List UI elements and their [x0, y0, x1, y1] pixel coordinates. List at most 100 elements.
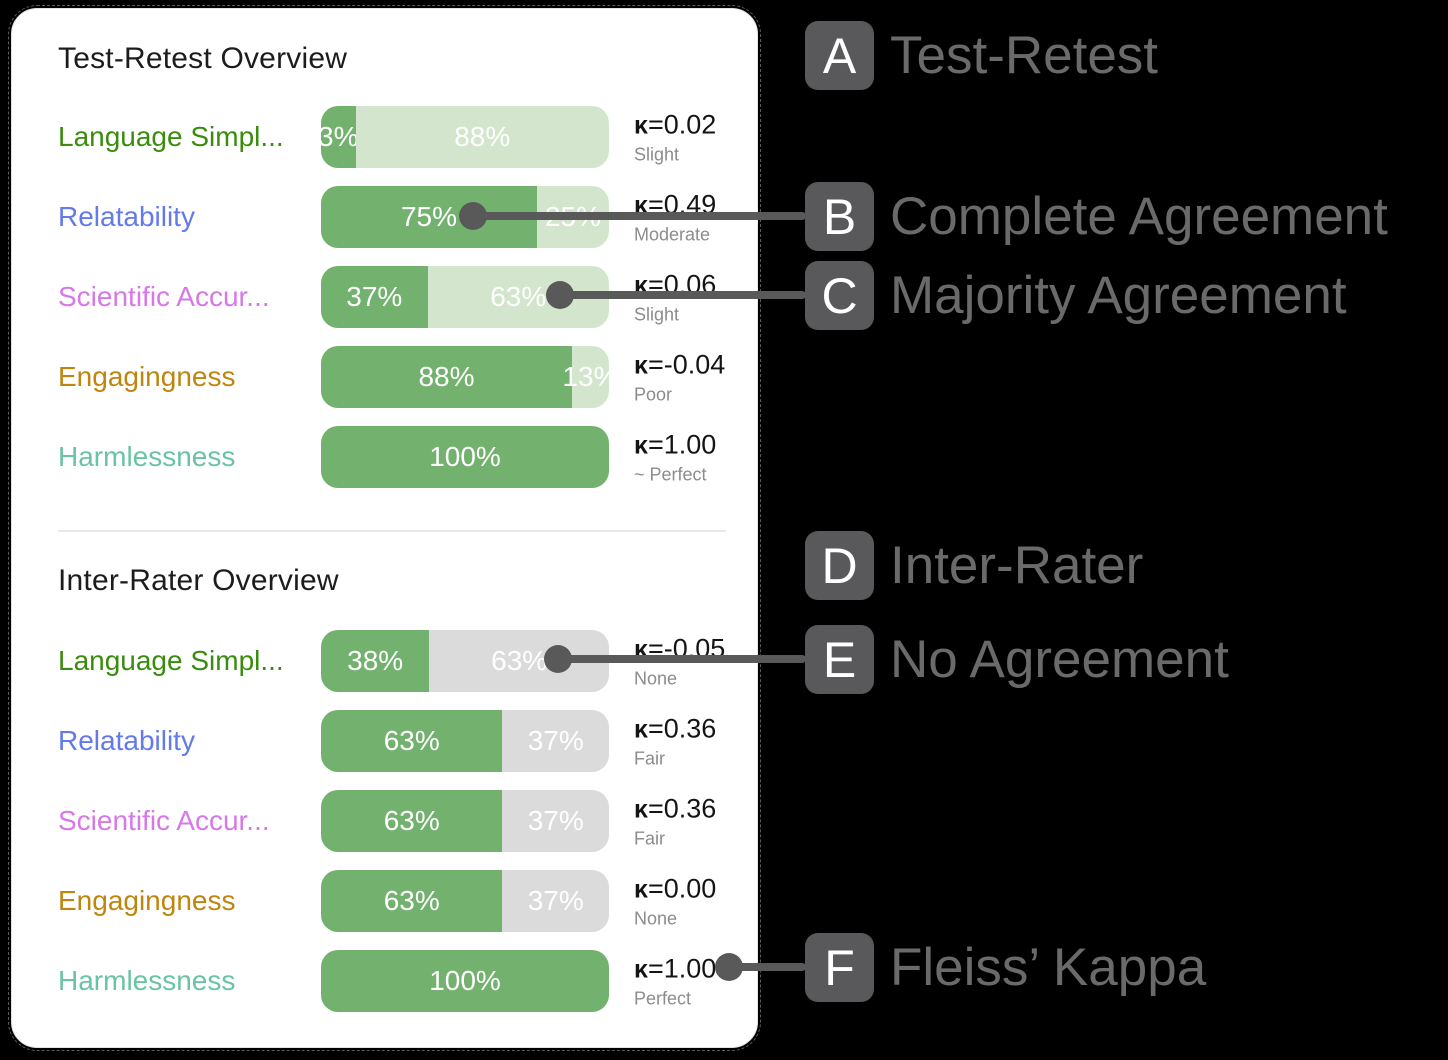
agreement-overview-card: Test-Retest Overview Language Simpl... 3…: [8, 5, 761, 1051]
kappa-stat: κ=1.00 ~ Perfect: [634, 429, 764, 488]
segment-percent: 88%: [418, 361, 475, 392]
bar-segment-none: 37%: [502, 870, 609, 932]
bar-segment-complete: 3%: [321, 106, 359, 168]
agreement-bar: 3% 88%: [321, 106, 609, 168]
agreement-bar: 63% 37%: [321, 790, 609, 852]
section-title-test-retest: Test-Retest Overview: [58, 42, 348, 75]
callout-line-f: [729, 963, 806, 971]
metric-label: Engagingness: [58, 885, 236, 916]
agreement-bar: 88% 13%: [321, 346, 609, 408]
metric-label: Language Simpl...: [58, 645, 284, 676]
segment-percent: 100%: [429, 441, 501, 472]
kappa-symbol: κ: [634, 795, 648, 824]
bar-segment-complete: 100%: [321, 950, 609, 1012]
callout-label-fleiss-kappa: Fleiss’ Kappa: [890, 938, 1207, 997]
metric-label: Relatability: [58, 201, 195, 232]
agreement-bar: 63% 37%: [321, 870, 609, 932]
segment-percent: 37%: [527, 725, 584, 756]
kappa-symbol: κ: [634, 955, 648, 984]
metric-label: Scientific Accur...: [58, 281, 270, 312]
inter-rater-rows: Language Simpl... 38% 63% κ=-0.05 None R…: [12, 621, 757, 1021]
callout-label-inter-rater: Inter-Rater: [890, 536, 1144, 595]
kappa-interpretation: Moderate: [634, 224, 711, 245]
agreement-bar: 100%: [321, 426, 609, 488]
segment-percent: 63%: [383, 725, 440, 756]
segment-percent: 3%: [321, 121, 359, 152]
callout-line-b: [473, 212, 806, 220]
callout-badge-e: E: [805, 625, 874, 694]
metric-row-language-simplicity: Language Simpl... 3% 88% κ=0.02 Slight: [12, 97, 757, 177]
callout-badge-f: F: [805, 933, 874, 1002]
kappa-stat: κ=-0.04 Poor: [634, 349, 764, 408]
bar-segment-complete: 37%: [321, 266, 428, 328]
segment-percent: 13%: [562, 361, 609, 392]
segment-percent: 63%: [490, 281, 547, 312]
bar-segment-complete: 63%: [321, 870, 503, 932]
bar-segment-complete: 88%: [321, 346, 572, 408]
kappa-value: κ=0.36: [634, 713, 717, 744]
callout-dot-e: [544, 645, 572, 673]
callout-dot-c: [546, 281, 574, 309]
kappa-symbol: κ: [634, 111, 648, 140]
bar-segment-majority: 13%: [562, 346, 609, 408]
kappa-interpretation: Slight: [634, 304, 680, 325]
kappa-stat: κ=0.36 Fair: [634, 713, 764, 772]
kappa-interpretation: Fair: [634, 828, 665, 849]
callout-line-c: [560, 291, 806, 299]
segment-percent: 75%: [400, 201, 458, 232]
segment-percent: 37%: [527, 885, 584, 916]
bar-segment-complete: 38%: [321, 630, 430, 692]
bar-segment-complete: 100%: [321, 426, 609, 488]
metric-label: Language Simpl...: [58, 121, 284, 152]
kappa-symbol: κ: [634, 715, 648, 744]
bar-segment-majority: 88%: [355, 106, 609, 168]
callout-badge-d: D: [805, 531, 874, 600]
kappa-value: κ=0.02: [634, 109, 717, 140]
kappa-symbol: κ: [634, 351, 648, 380]
kappa-interpretation: None: [634, 908, 678, 929]
kappa-value: κ=1.00: [634, 429, 717, 460]
agreement-bar: 100%: [321, 950, 609, 1012]
metric-row-engagingness: Engagingness 88% 13% κ=-0.04 Poor: [12, 337, 757, 417]
kappa-interpretation: Slight: [634, 144, 680, 165]
callout-dot-f: [715, 953, 743, 981]
bar-segment-complete: 63%: [321, 710, 503, 772]
segment-percent: 63%: [383, 885, 440, 916]
segment-percent: 63%: [491, 645, 548, 676]
metric-row-engagingness: Engagingness 63% 37% κ=0.00 None: [12, 861, 757, 941]
callout-label-complete-agreement: Complete Agreement: [890, 187, 1388, 246]
callout-badge-b: B: [805, 182, 874, 251]
bar-segment-none: 37%: [502, 710, 609, 772]
segment-percent: 38%: [347, 645, 404, 676]
kappa-value: κ=0.36: [634, 793, 717, 824]
bar-segment-none: 37%: [502, 790, 609, 852]
kappa-interpretation: Perfect: [634, 988, 692, 1009]
bar-segment-complete: 63%: [321, 790, 503, 852]
metric-label: Harmlessness: [58, 441, 236, 472]
kappa-symbol: κ: [634, 431, 648, 460]
callout-label-no-agreement: No Agreement: [890, 630, 1229, 689]
kappa-value: κ=0.00: [634, 873, 717, 904]
kappa-stat: κ=0.00 None: [634, 873, 764, 932]
section-title-inter-rater: Inter-Rater Overview: [58, 564, 339, 597]
kappa-stat: κ=1.00 Perfect: [634, 953, 764, 1012]
segment-percent: 100%: [429, 965, 501, 996]
section-divider: [58, 530, 726, 532]
kappa-interpretation: Poor: [634, 384, 673, 405]
kappa-stat: κ=0.36 Fair: [634, 793, 764, 852]
kappa-stat: κ=0.02 Slight: [634, 109, 764, 168]
callout-label-test-retest: Test-Retest: [890, 26, 1159, 85]
callout-badge-a: A: [805, 21, 874, 90]
segment-percent: 37%: [346, 281, 403, 312]
metric-label: Engagingness: [58, 361, 236, 392]
kappa-interpretation: None: [634, 668, 678, 689]
metric-row-harmlessness: Harmlessness 100% κ=1.00 Perfect: [12, 941, 757, 1021]
kappa-symbol: κ: [634, 875, 648, 904]
callout-line-e: [558, 655, 806, 663]
metric-label: Harmlessness: [58, 965, 236, 996]
kappa-value: κ=-0.04: [634, 349, 726, 380]
segment-percent: 37%: [527, 805, 584, 836]
segment-percent: 63%: [383, 805, 440, 836]
metric-label: Relatability: [58, 725, 195, 756]
